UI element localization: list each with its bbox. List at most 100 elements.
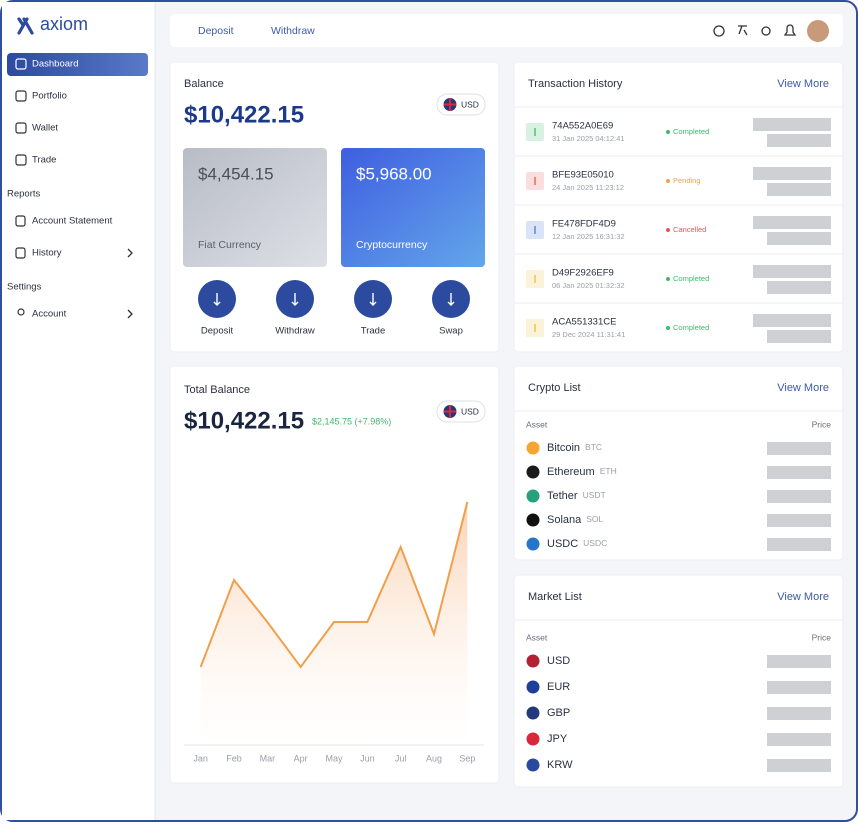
asset-icon [526, 441, 540, 455]
sidebar [2, 2, 155, 820]
tx-id: 74A552A0E69 [552, 121, 613, 132]
nav-item[interactable]: Portfolio [32, 91, 67, 102]
asset-icon [526, 489, 540, 503]
tab[interactable]: Deposit [198, 25, 234, 37]
card [513, 61, 844, 353]
nav-icon [15, 122, 27, 134]
flag-cross [443, 405, 457, 418]
tab[interactable]: Withdraw [271, 25, 315, 37]
support-icon[interactable] [713, 25, 725, 37]
asset: USDC USDC [547, 538, 607, 550]
nav-item[interactable]: Dashboard [32, 59, 78, 70]
change: $2,145.75 (+7.98%) [312, 416, 391, 426]
x-tick-label: Jan [193, 753, 208, 763]
nav-item[interactable]: History [32, 248, 62, 259]
placeholder [767, 281, 831, 294]
view-more[interactable]: View More [777, 78, 829, 90]
asset-symbol: USDC [583, 538, 607, 548]
card-title: Transaction History [528, 78, 623, 90]
asset-icon [526, 758, 540, 772]
placeholder [767, 681, 831, 694]
placeholder [767, 514, 831, 527]
asset-icon [526, 537, 540, 551]
tx-status: Cancelled [673, 225, 706, 234]
x-tick-label: Feb [226, 753, 242, 763]
currency: USD [461, 406, 479, 416]
view-more[interactable]: View More [777, 591, 829, 603]
asset-icon [526, 513, 540, 527]
card-title: Balance [184, 78, 224, 90]
placeholder [767, 232, 831, 245]
column-header: Price [812, 419, 832, 429]
active-item[interactable] [7, 53, 148, 76]
avatar[interactable] [807, 20, 829, 42]
view-more[interactable]: View More [777, 382, 829, 394]
asset: Tether USDT [547, 490, 606, 502]
asset: GBP [547, 707, 570, 719]
theme-icon[interactable] [761, 26, 771, 36]
action-label[interactable]: Trade [361, 326, 385, 337]
asset-name: USD [547, 655, 570, 667]
asset-icon [526, 654, 540, 668]
balance-amount: $10,422.15 [184, 101, 304, 128]
x-tick-label: May [325, 753, 343, 763]
card [169, 61, 500, 353]
status-dot [666, 130, 670, 134]
language-icon[interactable] [738, 25, 748, 36]
asset-name: USDC [547, 538, 578, 550]
placeholder [767, 330, 831, 343]
tx-date: 29 Dec 2024 11:31:41 [552, 330, 625, 339]
status-dot [666, 228, 670, 232]
asset-icon [526, 706, 540, 720]
nav-item[interactable]: Account [32, 309, 67, 320]
placeholder [767, 759, 831, 772]
x-tick-label: Jul [395, 753, 407, 763]
currency: USD [461, 99, 479, 109]
action-label[interactable]: Swap [439, 326, 463, 337]
bell-icon[interactable] [783, 24, 797, 36]
action-label[interactable]: Withdraw [275, 326, 315, 337]
placeholder [767, 490, 831, 503]
action-label[interactable]: Deposit [201, 326, 234, 337]
asset-name: Tether [547, 490, 578, 502]
card-title: Market List [528, 591, 582, 603]
x-tick-label: Sep [459, 753, 475, 763]
action-icon [291, 293, 299, 306]
placeholder [767, 466, 831, 479]
card-title: Crypto List [528, 382, 581, 394]
crypto-label: Cryptocurrency [356, 239, 428, 251]
nav-item[interactable]: Trade [32, 155, 56, 166]
asset: EUR [547, 681, 570, 693]
card-title: Total Balance [184, 384, 250, 396]
tx-status: Completed [673, 274, 709, 283]
chevron [127, 248, 133, 258]
asset-symbol: SOL [586, 514, 603, 524]
asset-symbol: BTC [585, 442, 602, 452]
asset-symbol: USDT [583, 490, 606, 500]
status-dot [666, 326, 670, 330]
nav-icon [17, 308, 25, 316]
card [513, 365, 844, 561]
x-tick-label: Mar [260, 753, 276, 763]
nav-icon [15, 90, 27, 102]
action-icon [447, 293, 455, 306]
asset-name: JPY [547, 733, 568, 745]
logo [17, 17, 34, 35]
placeholder [767, 538, 831, 551]
tx-date: 06 Jan 2025 01:32:32 [552, 281, 625, 290]
asset-icon [526, 680, 540, 694]
placeholder [753, 167, 831, 180]
status-dot [666, 179, 670, 183]
tx-date: 12 Jan 2025 16:31:32 [552, 232, 625, 241]
fiat-card [183, 148, 327, 267]
total-amount: $10,422.15 [184, 407, 304, 434]
chevron [127, 309, 133, 319]
asset-name: Bitcoin [547, 442, 580, 454]
nav-item[interactable]: Account Statement [32, 216, 113, 227]
card [513, 574, 844, 788]
tx-date: 31 Jan 2025 04:12:41 [552, 134, 625, 143]
column-header: Asset [526, 419, 548, 429]
nav-item[interactable]: Wallet [32, 123, 58, 134]
placeholder [753, 265, 831, 278]
